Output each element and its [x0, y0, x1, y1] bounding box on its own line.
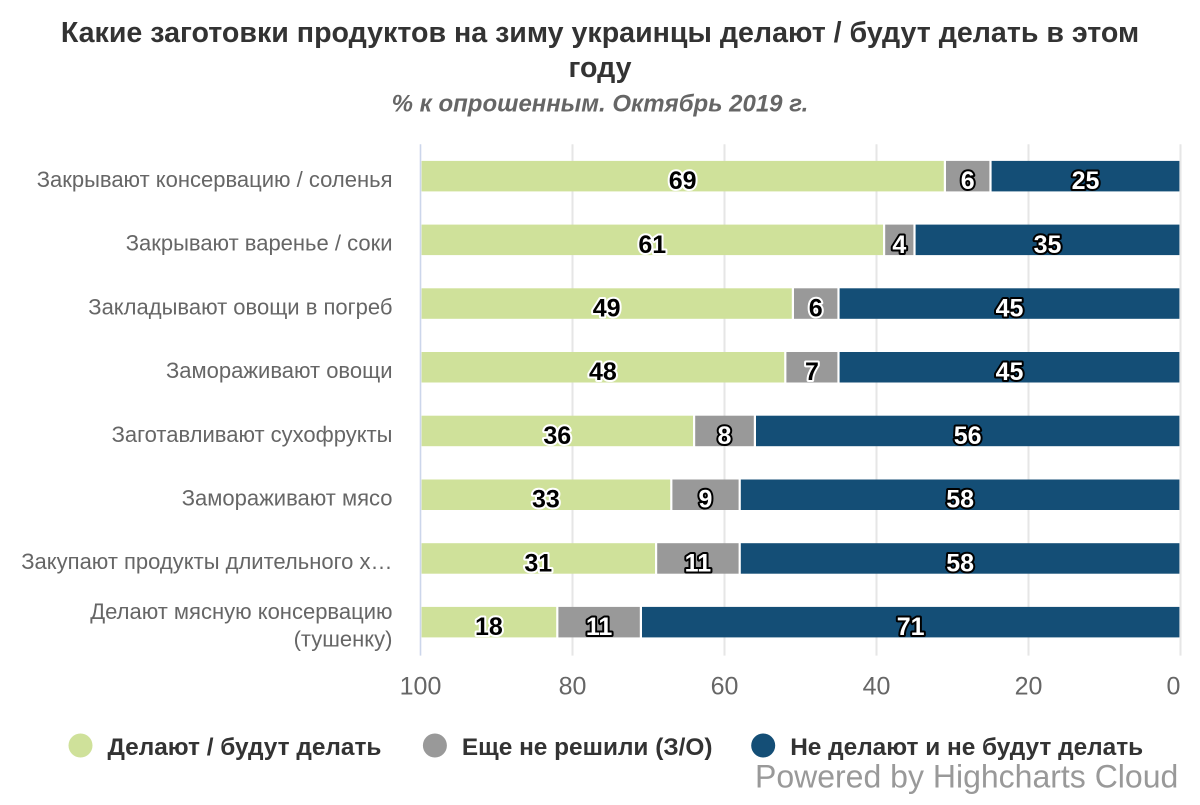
svg-text:6: 6	[961, 167, 975, 195]
svg-text:69: 69	[669, 167, 697, 195]
svg-text:48: 48	[589, 358, 617, 386]
svg-text:Делают / будут делать: Делают / будут делать	[108, 734, 382, 761]
svg-text:6: 6	[809, 295, 823, 323]
svg-text:58: 58	[946, 486, 974, 514]
svg-text:0: 0	[1167, 673, 1181, 701]
svg-text:11: 11	[685, 549, 712, 577]
svg-text:году: году	[568, 52, 631, 84]
svg-text:80: 80	[559, 673, 587, 701]
svg-text:56: 56	[954, 422, 982, 450]
svg-text:Powered by Highcharts Cloud: Powered by Highcharts Cloud	[755, 759, 1178, 795]
svg-text:8: 8	[718, 422, 732, 450]
svg-text:Закладывают овощи в погреб: Закладывают овощи в погреб	[88, 294, 392, 319]
svg-text:Делают мясную консервацию: Делают мясную консервацию	[90, 599, 392, 624]
svg-text:18: 18	[475, 613, 503, 641]
svg-text:Заготавливают сухофрукты: Заготавливают сухофрукты	[112, 422, 393, 447]
svg-text:(тушенку): (тушенку)	[294, 627, 393, 652]
svg-text:35: 35	[1034, 231, 1062, 259]
svg-text:% к опрошенным. Октябрь 2019 г: % к опрошенным. Октябрь 2019 г.	[392, 91, 809, 118]
svg-text:71: 71	[897, 613, 925, 641]
svg-text:Еще не решили (З/О): Еще не решили (З/О)	[462, 734, 713, 761]
svg-text:61: 61	[638, 231, 666, 259]
svg-text:4: 4	[892, 231, 906, 259]
svg-text:7: 7	[805, 358, 819, 386]
svg-text:49: 49	[593, 295, 621, 323]
svg-text:Закупают продукты длительного: Закупают продукты длительного х…	[21, 549, 392, 574]
svg-text:25: 25	[1072, 167, 1100, 195]
svg-text:Закрывают консервацию / солень: Закрывают консервацию / соленья	[37, 167, 393, 192]
svg-text:45: 45	[996, 295, 1024, 323]
svg-text:20: 20	[1015, 673, 1043, 701]
svg-text:100: 100	[400, 673, 442, 701]
svg-text:31: 31	[524, 549, 552, 577]
svg-text:45: 45	[996, 358, 1024, 386]
svg-text:Замораживают мясо: Замораживают мясо	[182, 486, 393, 511]
svg-text:Замораживают овощи: Замораживают овощи	[166, 358, 393, 383]
svg-text:40: 40	[863, 673, 891, 701]
svg-text:60: 60	[711, 673, 739, 701]
svg-text:Не делают и не будут делать: Не делают и не будут делать	[790, 734, 1143, 761]
svg-text:36: 36	[543, 422, 571, 450]
svg-text:58: 58	[946, 549, 974, 577]
svg-text:Какие заготовки продуктов на з: Какие заготовки продуктов на зиму украин…	[61, 17, 1139, 49]
svg-text:Закрывают варенье / соки: Закрывают варенье / соки	[126, 231, 393, 256]
svg-text:11: 11	[586, 613, 613, 641]
svg-text:9: 9	[699, 486, 713, 514]
svg-text:33: 33	[532, 486, 560, 514]
